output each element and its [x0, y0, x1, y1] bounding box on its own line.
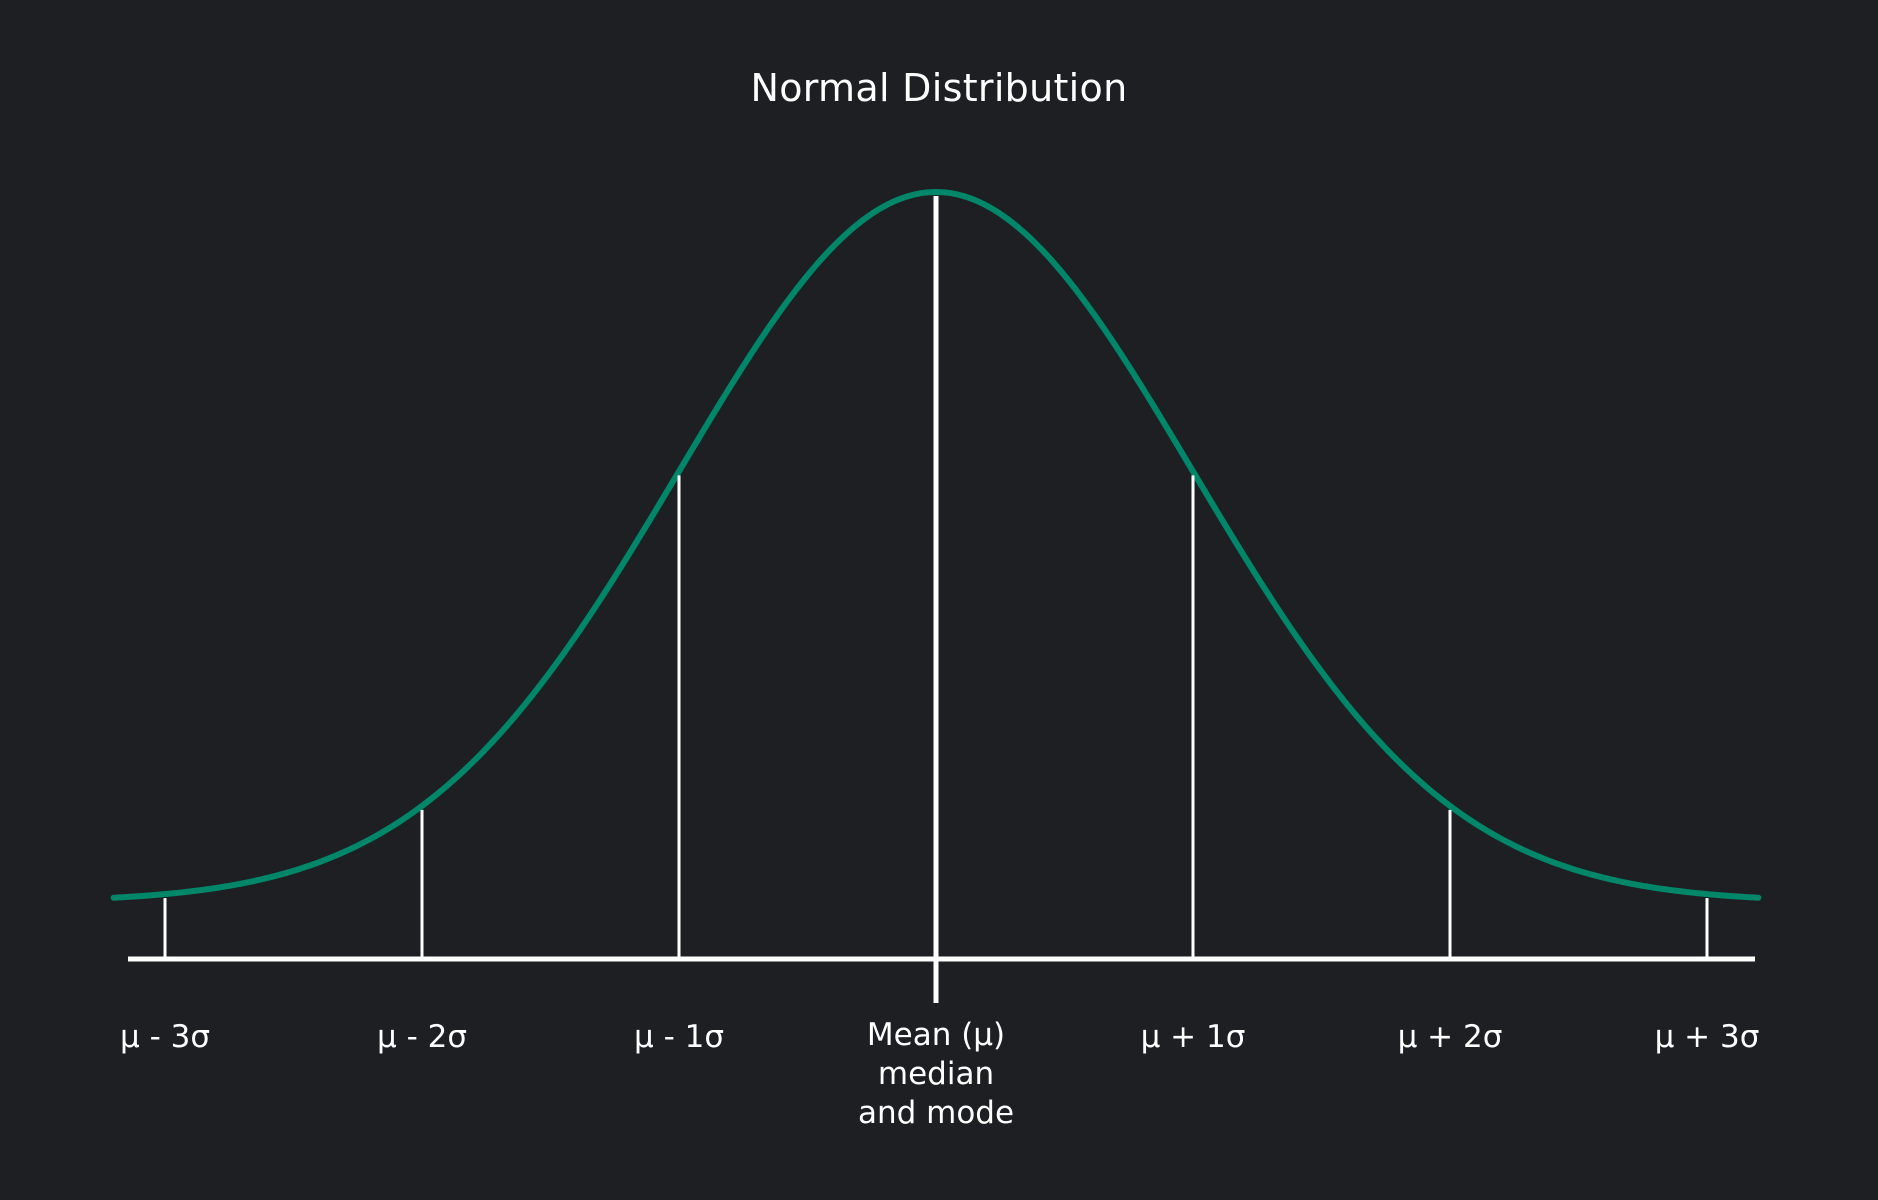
mean-label-line-3: and mode	[857, 1095, 1015, 1131]
tick-label-plus-3: μ + 3σ	[1654, 1019, 1760, 1055]
mean-label-line-1: Mean (μ)	[866, 1017, 1006, 1053]
chart-title: Normal Distribution	[750, 66, 1128, 110]
tick-label-minus-2: μ - 2σ	[377, 1019, 467, 1055]
tick-label-plus-1: μ + 1σ	[1140, 1019, 1246, 1055]
tick-label-minus-1: μ - 1σ	[634, 1019, 724, 1055]
mean-label-line-2: median	[877, 1056, 995, 1092]
mean-label: Mean (μ) median and mode	[806, 1016, 1066, 1133]
normal-curve-line	[110, 189, 1762, 901]
tick-label-plus-2: μ + 2σ	[1397, 1019, 1503, 1055]
sigma-lines	[163, 475, 1709, 959]
tick-label-minus-3: μ - 3σ	[120, 1019, 210, 1055]
